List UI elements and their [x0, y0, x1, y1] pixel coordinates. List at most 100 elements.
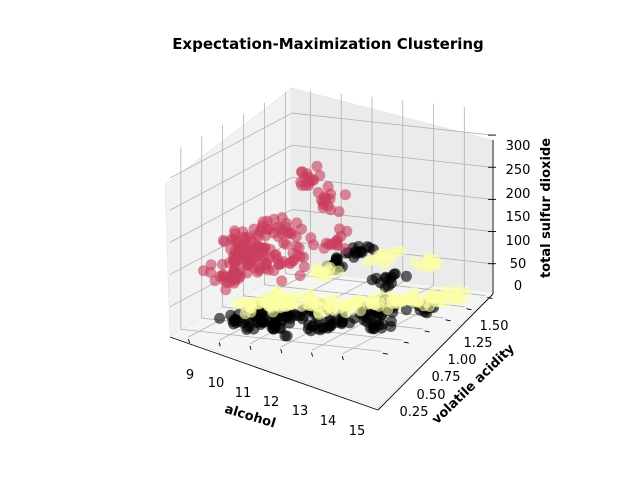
x-tick-label: 13	[292, 404, 309, 419]
y-tick-labels: 0.25 0.50 0.75 1.00 1.25 1.50	[400, 319, 509, 420]
tick-mark	[466, 308, 472, 311]
data-point	[369, 299, 381, 310]
data-point	[377, 248, 389, 260]
z-tick-label: 0	[514, 279, 522, 294]
data-point	[227, 255, 239, 267]
z-tick-label: 300	[506, 139, 531, 154]
data-point	[304, 287, 316, 299]
data-point	[298, 261, 310, 273]
data-point	[253, 264, 265, 276]
data-point	[331, 235, 342, 247]
data-point	[296, 166, 308, 178]
data-point	[272, 231, 284, 243]
data-point	[278, 256, 289, 268]
data-point	[423, 260, 435, 272]
data-point	[385, 315, 397, 327]
data-point	[229, 225, 241, 237]
data-point	[276, 275, 288, 287]
data-point	[440, 297, 452, 309]
gridline	[169, 177, 293, 243]
x-tick-label: 9	[186, 368, 194, 383]
data-point	[228, 318, 240, 330]
x-tick-label: 15	[349, 424, 366, 439]
data-point	[281, 330, 293, 342]
data-point	[395, 245, 407, 257]
data-point	[423, 251, 435, 263]
data-point	[308, 239, 319, 251]
data-point	[282, 227, 294, 239]
scatter-points	[198, 160, 472, 342]
z-tick-label: 200	[506, 187, 531, 202]
data-point	[325, 318, 337, 330]
data-point	[324, 293, 336, 305]
z-tick-label: 50	[510, 257, 527, 272]
data-point	[400, 304, 412, 316]
gridline	[169, 112, 293, 179]
data-point	[332, 265, 344, 277]
data-point	[214, 312, 226, 324]
data-point	[334, 223, 345, 235]
z-tick-label: 150	[506, 210, 531, 225]
data-point	[272, 221, 284, 233]
data-point	[205, 266, 216, 278]
gridline	[291, 144, 493, 168]
data-point	[255, 319, 267, 330]
x-tick-label: 12	[263, 395, 280, 410]
data-point	[407, 296, 419, 308]
x-tick-label: 11	[235, 386, 252, 401]
data-point	[380, 271, 392, 283]
y-tick-label: 0.25	[400, 405, 429, 420]
y-tick-label: 1.00	[448, 353, 477, 368]
data-point	[257, 216, 269, 228]
y-tick-label: 1.25	[464, 336, 493, 351]
data-point	[296, 223, 307, 235]
data-point	[280, 217, 292, 229]
data-point	[330, 253, 342, 265]
data-point	[378, 259, 390, 271]
x-tick-label: 10	[208, 376, 225, 391]
data-point	[415, 260, 427, 272]
data-point	[255, 225, 266, 237]
data-point	[219, 236, 230, 248]
data-point	[333, 206, 345, 218]
data-point	[364, 242, 376, 254]
data-point	[209, 275, 221, 287]
chart-title: Expectation-Maximization Clustering	[172, 35, 484, 53]
data-point	[385, 290, 397, 302]
data-point	[308, 174, 320, 186]
data-point	[400, 270, 412, 282]
tick-mark	[445, 319, 451, 322]
gridline	[291, 209, 493, 232]
data-point	[352, 296, 364, 308]
data-point	[294, 270, 306, 282]
gridline	[169, 144, 293, 211]
data-point	[269, 297, 281, 309]
y-tick-label: 0.75	[432, 370, 461, 385]
data-point	[233, 240, 245, 252]
tick-mark	[311, 352, 313, 357]
data-point	[355, 305, 367, 317]
z-tick-label: 100	[506, 234, 531, 249]
data-point	[244, 320, 256, 332]
data-point	[237, 226, 249, 238]
y-axis-line	[377, 293, 494, 411]
x-tick-labels: 9 10 11 12 13 14 15	[186, 368, 365, 439]
tick-mark	[424, 330, 430, 333]
data-point	[322, 181, 334, 193]
data-point	[284, 317, 296, 329]
tick-mark	[188, 338, 190, 344]
tick-mark	[280, 349, 283, 354]
data-point	[244, 298, 256, 310]
data-point	[325, 204, 337, 216]
data-point	[280, 238, 292, 250]
data-point	[266, 322, 278, 333]
tick-marks	[188, 134, 496, 361]
axis-lines	[169, 140, 494, 411]
data-point	[288, 308, 300, 320]
gridline	[291, 176, 493, 200]
z-tick-labels: 0 50 100 150 200 250 300	[506, 139, 531, 294]
y-tick-label: 1.50	[480, 319, 509, 334]
y-tick-label: 0.50	[417, 388, 446, 403]
tick-mark	[341, 355, 344, 361]
